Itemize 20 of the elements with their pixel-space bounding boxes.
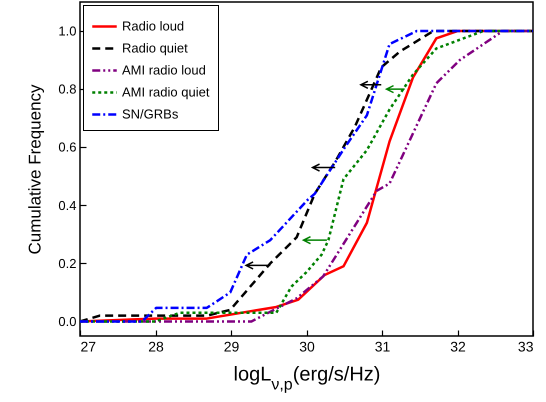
x-tick-label: 30 <box>299 338 315 354</box>
legend-label: AMI radio loud <box>122 62 206 78</box>
y-tick-label: 0.4 <box>58 198 76 213</box>
x-tick-label: 29 <box>224 338 240 354</box>
x-tick-label: 32 <box>450 338 466 354</box>
x-tick-label: 31 <box>374 338 390 354</box>
x-tick-label: 27 <box>80 338 96 354</box>
legend-label: SN/GRBs <box>122 106 179 122</box>
legend-label: Radio loud <box>122 18 184 34</box>
y-tick-label: 1.0 <box>58 24 76 39</box>
y-tick-label: 0.6 <box>58 140 76 155</box>
y-axis-title: Cumulative Frequency <box>25 84 44 255</box>
legend-label: AMI radio quiet <box>122 84 210 100</box>
legend-label: Radio quiet <box>122 40 188 56</box>
x-axis-title: logL$_{ν,p}$(erg/s/Hz) <box>234 364 380 393</box>
x-tick-label: 28 <box>148 338 164 354</box>
y-tick-label: 0.2 <box>58 256 76 271</box>
y-tick-label: 0.0 <box>58 314 76 329</box>
y-tick-label: 0.8 <box>58 82 76 97</box>
x-tick-label: 33 <box>518 338 534 354</box>
